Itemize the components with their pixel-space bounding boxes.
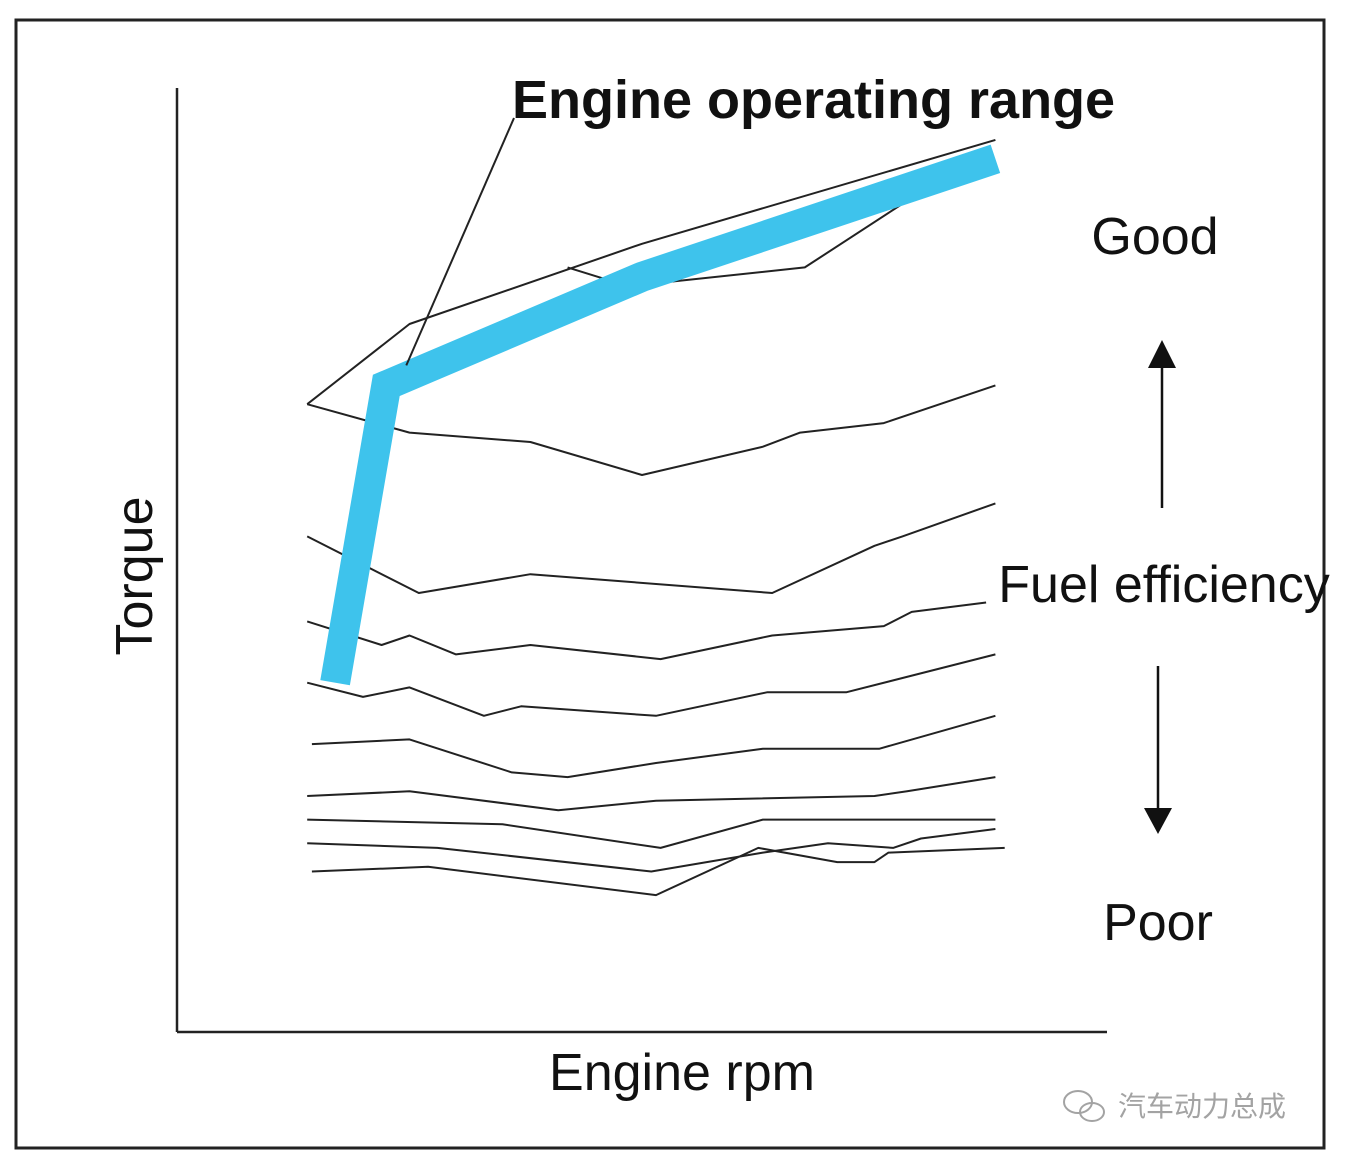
contour-line-contour-7 [307, 818, 996, 849]
contour-line-contour-9 [311, 846, 1005, 897]
watermark-text: 汽车动力总成 [1118, 1090, 1286, 1123]
contour-line-contour-1 [306, 384, 996, 476]
legend-down-arrow-head [1144, 808, 1172, 834]
outer-border [14, 18, 1326, 1150]
contour-line-contour-5 [311, 714, 996, 779]
operating-range-band-group [320, 144, 1001, 686]
legend-up-arrow-head [1148, 340, 1176, 368]
operating-range-band [320, 144, 1001, 686]
legend-label: Fuel efficiency [998, 556, 1329, 614]
x-axis-label: Engine rpm [549, 1044, 815, 1102]
legend-low-label: Poor [1103, 894, 1213, 952]
contour-line-top-envelope [306, 138, 996, 405]
watermark: 汽车动力总成 [1063, 1090, 1286, 1123]
y-axis-label: Torque [106, 497, 164, 656]
title-leader-line [405, 117, 515, 366]
contour-line-contour-6 [307, 776, 996, 812]
chart-title: Engine operating range [512, 70, 1115, 130]
contour-line-contour-3 [306, 601, 987, 661]
efficiency-contours [306, 138, 1005, 897]
contour-line-contour-4 [306, 653, 996, 717]
contour-line-contour-8 [307, 828, 996, 873]
legend-high-label: Good [1091, 208, 1218, 266]
axes [175, 88, 1107, 1034]
wechat-icon [1063, 1090, 1105, 1122]
contour-line-contour-2 [306, 502, 996, 594]
fuel-efficiency-legend: Good Fuel efficiency Poor [998, 208, 1329, 952]
